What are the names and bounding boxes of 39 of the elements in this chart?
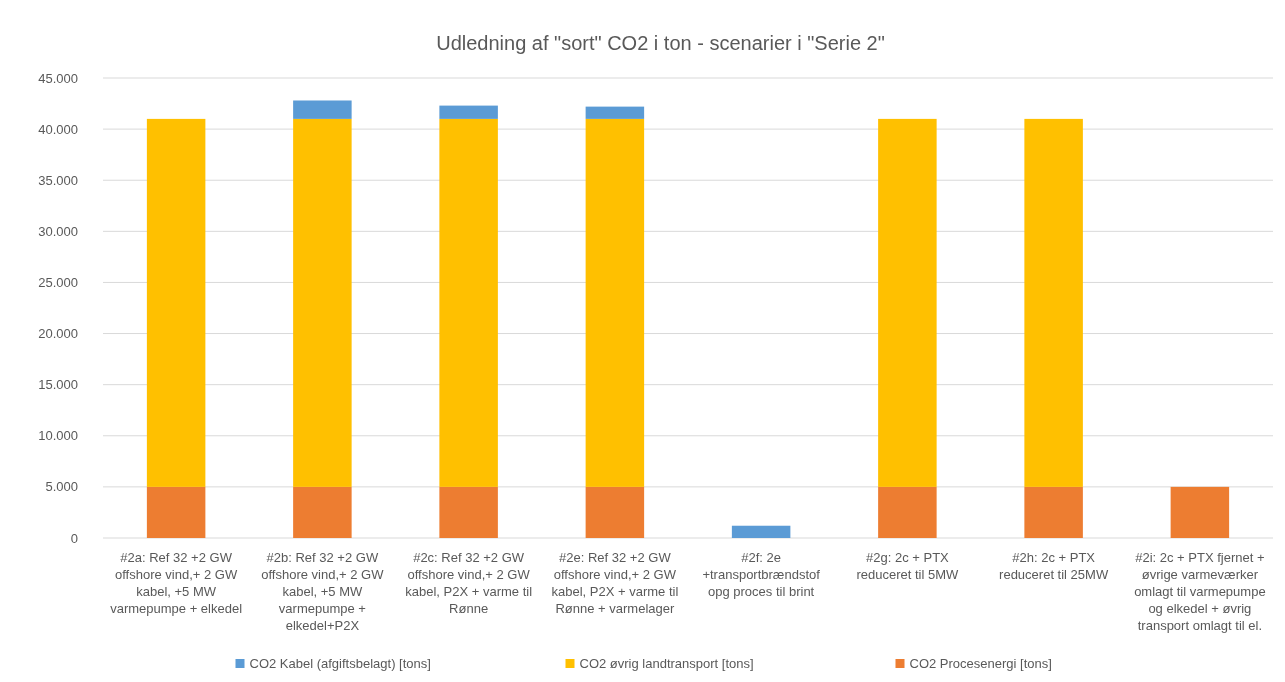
y-tick-label: 30.000 — [38, 223, 78, 239]
y-tick-label: 0 — [70, 530, 78, 546]
y-tick-label: 10.000 — [38, 428, 78, 444]
legend-label: CO2 Kabel (afgiftsbelagt) [tons] — [249, 656, 431, 671]
bar — [585, 118, 645, 487]
y-tick-label: 40.000 — [38, 121, 78, 137]
bar — [878, 486, 937, 538]
bar — [878, 118, 937, 487]
bar — [439, 105, 498, 119]
bar — [146, 118, 206, 487]
y-tick-label: 15.000 — [38, 377, 78, 393]
y-tick-label: 35.000 — [38, 172, 78, 188]
bar — [439, 486, 498, 538]
bar — [1024, 486, 1083, 538]
bar — [585, 106, 645, 119]
y-tick-label: 20.000 — [38, 326, 78, 342]
x-tick-label: #2c: Ref 32 +2 GW offshore vind,+ 2 GW kabel, P2X + varme til Rønne — [405, 550, 533, 616]
bar — [585, 486, 645, 538]
x-tick-label: #2g: 2c + PTX reduceret til 5MW — [856, 550, 960, 582]
bar — [146, 486, 206, 538]
x-tick-label: #2f: 2e +transportbrændstof opg proces til brint — [702, 550, 821, 599]
x-tick-label: #2h: 2c + PTX reduceret til 25MW — [999, 550, 1109, 582]
legend-label: CO2 øvrig landtransport [tons] — [579, 656, 754, 671]
x-tick-label: #2i: 2c + PTX fjernet + øvrige varmeværker omlagt til varmepumpe og elkedel + øvrig transport omlagt til el. — [1134, 550, 1266, 633]
y-tick-label: 25.000 — [38, 274, 78, 290]
legend-label: CO2 Procesenergi [tons] — [909, 656, 1052, 671]
bar — [1170, 486, 1230, 538]
y-tick-label: 45.000 — [38, 70, 78, 86]
x-tick-label: #2e: Ref 32 +2 GW offshore vind,+ 2 GW kabel, P2X + varme til Rønne + varmelager — [551, 550, 679, 616]
bar — [1024, 118, 1083, 487]
x-tick-label: #2b: Ref 32 +2 GW offshore vind,+ 2 GW kabel, +5 MW varmepumpe + elkedel+P2X — [261, 550, 385, 633]
bar — [293, 100, 352, 119]
x-tick-label: #2a: Ref 32 +2 GW offshore vind,+ 2 GW kabel, +5 MW varmepumpe + elkedel — [110, 550, 243, 616]
bar — [293, 118, 352, 487]
bar — [731, 525, 791, 538]
bar — [293, 486, 352, 538]
bar — [439, 118, 498, 487]
chart-title: Udledning af "sort" CO2 i ton - scenarier i "Serie 2" — [436, 32, 885, 54]
y-tick-label: 5.000 — [45, 479, 78, 495]
